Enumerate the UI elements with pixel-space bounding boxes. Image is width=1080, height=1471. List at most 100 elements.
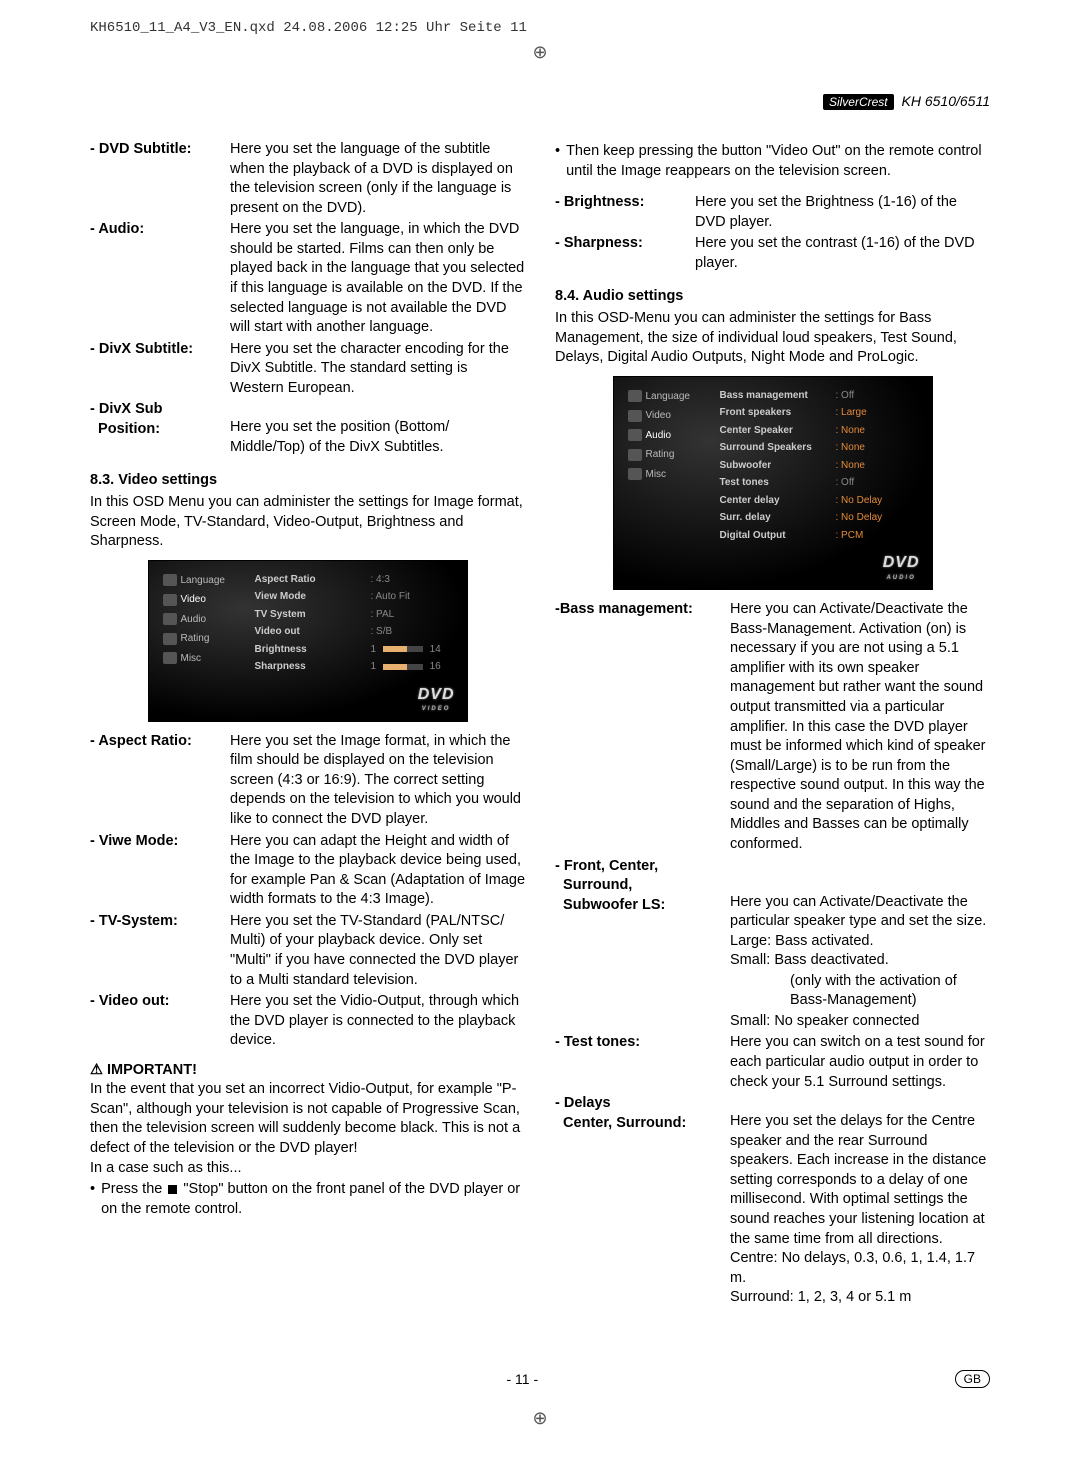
menu-label: Audio <box>181 613 207 627</box>
brand-row: SilverCrest KH 6510/6511 <box>90 93 990 110</box>
audio-settings-title: 8.4. Audio settings <box>555 287 990 307</box>
gb-badge: GB <box>955 1370 990 1388</box>
osd-setting-value: : Large <box>836 406 867 420</box>
row-sharpness: - Sharpness: Here you set the contrast (… <box>555 234 990 273</box>
video-intro: In this OSD Menu you can administer the … <box>90 493 525 552</box>
label: - Video out: <box>90 992 230 1051</box>
l1: - Delays <box>555 1095 611 1111</box>
osd-setting-label: Surr. delay <box>720 511 830 525</box>
osd-setting-row: Brightness 1 14 <box>255 641 455 659</box>
l1: - Front, Center, <box>555 858 658 874</box>
osd-settings: Aspect Ratio: 4:3View Mode: Auto FitTV S… <box>255 571 455 676</box>
page-footer: - 11 - GB <box>90 1370 990 1388</box>
osd-setting-value: : None <box>836 424 865 438</box>
d3: Small: Bass deactivated. <box>730 952 889 968</box>
l2: Surround, <box>555 877 632 893</box>
menu-label: Video <box>181 593 206 607</box>
globe-icon <box>628 390 642 402</box>
menu-label: Audio <box>646 429 672 443</box>
desc: Here you set the TV-Standard (PAL/NTSC/ … <box>230 912 525 990</box>
label: - DivX Subtitle: <box>90 340 230 399</box>
bullet-stop: • Press the "Stop" button on the front p… <box>90 1180 525 1219</box>
d4: Small: No speaker connected <box>730 1013 919 1029</box>
row-test-tones: - Test tones: Here you can switch on a t… <box>555 1033 990 1092</box>
desc: Here you set the contrast (1-16) of the … <box>695 234 990 273</box>
row-brightness: - Brightness: Here you set the Brightnes… <box>555 193 990 232</box>
menu-label: Video <box>646 409 671 423</box>
osd-setting-label: Sharpness <box>255 660 365 674</box>
speaker-icon <box>628 429 642 441</box>
osd-setting-label: Brightness <box>255 643 365 657</box>
label: - Front, Center, Surround, Subwoofer LS: <box>555 857 730 1032</box>
right-column: • Then keep pressing the button "Video O… <box>555 140 990 1310</box>
warning-icon: ⚠ <box>90 1061 103 1081</box>
misc-icon <box>163 652 177 664</box>
dvd-sub: VIDEO <box>418 705 455 713</box>
row-bass: -Bass management: Here you can Activate/… <box>555 600 990 854</box>
osd-menu: Language Video Audio Rating Misc <box>626 387 710 545</box>
osd-menu-misc: Misc <box>626 465 710 485</box>
d3b: (only with the activation of Bass-Manage… <box>730 972 990 1011</box>
d1: Here you can Activate/Deactivate the par… <box>730 894 986 930</box>
osd-setting-label: Aspect Ratio <box>255 573 365 587</box>
osd-setting-value: : None <box>836 459 865 473</box>
label: - Aspect Ratio: <box>90 732 230 830</box>
menu-label: Language <box>646 390 691 404</box>
osd-setting-label: Test tones <box>720 476 830 490</box>
left-column: - DVD Subtitle: Here you set the languag… <box>90 140 525 1310</box>
d3: Surround: 1, 2, 3, 4 or 5.1 m <box>730 1289 911 1305</box>
row-video-out: - Video out: Here you set the Vidio-Outp… <box>90 992 525 1051</box>
osd-menu-misc: Misc <box>161 649 245 669</box>
important-heading: ⚠IMPORTANT! <box>90 1061 525 1081</box>
dvd-sub: AUDIO <box>883 574 920 582</box>
label-line2: Position: <box>90 421 160 437</box>
row-dvd-subtitle: - DVD Subtitle: Here you set the languag… <box>90 140 525 218</box>
d2: Large: Bass activated. <box>730 933 873 949</box>
dvd-logo: DVDVIDEO <box>418 684 455 714</box>
osd-setting-value: 1 14 <box>371 643 441 657</box>
osd-setting-value: : Off <box>836 389 855 403</box>
file-header: KH6510_11_A4_V3_EN.qxd 24.08.2006 12:25 … <box>90 20 990 36</box>
desc: Here you can adapt the Height and width … <box>230 832 525 910</box>
row-tv-system: - TV-System: Here you set the TV-Standar… <box>90 912 525 990</box>
page: KH6510_11_A4_V3_EN.qxd 24.08.2006 12:25 … <box>0 0 1080 1459</box>
osd-footer: DVDAUDIO <box>626 552 920 583</box>
bullet-videoout: • Then keep pressing the button "Video O… <box>555 142 990 181</box>
osd-setting-value: 1 16 <box>371 660 441 674</box>
osd-setting-row: Digital Output: PCM <box>720 527 920 545</box>
tv-icon <box>628 410 642 422</box>
osd-setting-value: : PCM <box>836 529 864 543</box>
model-number: KH 6510/6511 <box>902 93 990 109</box>
label: - Delays Center, Surround: <box>555 1094 730 1308</box>
row-audio: - Audio: Here you set the language, in w… <box>90 220 525 337</box>
row-delays: - Delays Center, Surround: Here you set … <box>555 1094 990 1308</box>
bullet-text: Press the "Stop" button on the front pan… <box>101 1180 525 1219</box>
osd-menu-language: Language <box>161 571 245 591</box>
desc: Here you set the character encoding for … <box>230 340 525 399</box>
row-divx-subtitle: - DivX Subtitle: Here you set the charac… <box>90 340 525 399</box>
osd-setting-row: Subwoofer: None <box>720 457 920 475</box>
osd-setting-row: Video out: S/B <box>255 623 455 641</box>
osd-footer: DVDVIDEO <box>161 684 455 715</box>
osd-setting-row: Sharpness 1 16 <box>255 658 455 676</box>
osd-menu-audio: Audio <box>626 426 710 446</box>
osd-setting-row: Bass management: Off <box>720 387 920 405</box>
content-columns: - DVD Subtitle: Here you set the languag… <box>90 140 990 1310</box>
lock-icon <box>628 449 642 461</box>
osd-setting-row: Test tones: Off <box>720 474 920 492</box>
important-p2: In a case such as this... <box>90 1159 525 1179</box>
desc: Here you can switch on a test sound for … <box>730 1033 990 1092</box>
label: - DVD Subtitle: <box>90 140 230 218</box>
desc: Here you set the Vidio-Output, through w… <box>230 992 525 1051</box>
osd-setting-value: : None <box>836 441 865 455</box>
menu-label: Language <box>181 574 226 588</box>
row-view-mode: - Viwe Mode: Here you can adapt the Heig… <box>90 832 525 910</box>
osd-setting-label: Center Speaker <box>720 424 830 438</box>
globe-icon <box>163 574 177 586</box>
l2: Center, Surround: <box>555 1115 686 1131</box>
desc: Here you set the Brightness (1-16) of th… <box>695 193 990 232</box>
important-text: IMPORTANT! <box>107 1062 197 1078</box>
osd-setting-row: Front speakers: Large <box>720 404 920 422</box>
desc: Here you set the delays for the Centre s… <box>730 1094 990 1308</box>
osd-setting-value: : No Delay <box>836 511 883 525</box>
